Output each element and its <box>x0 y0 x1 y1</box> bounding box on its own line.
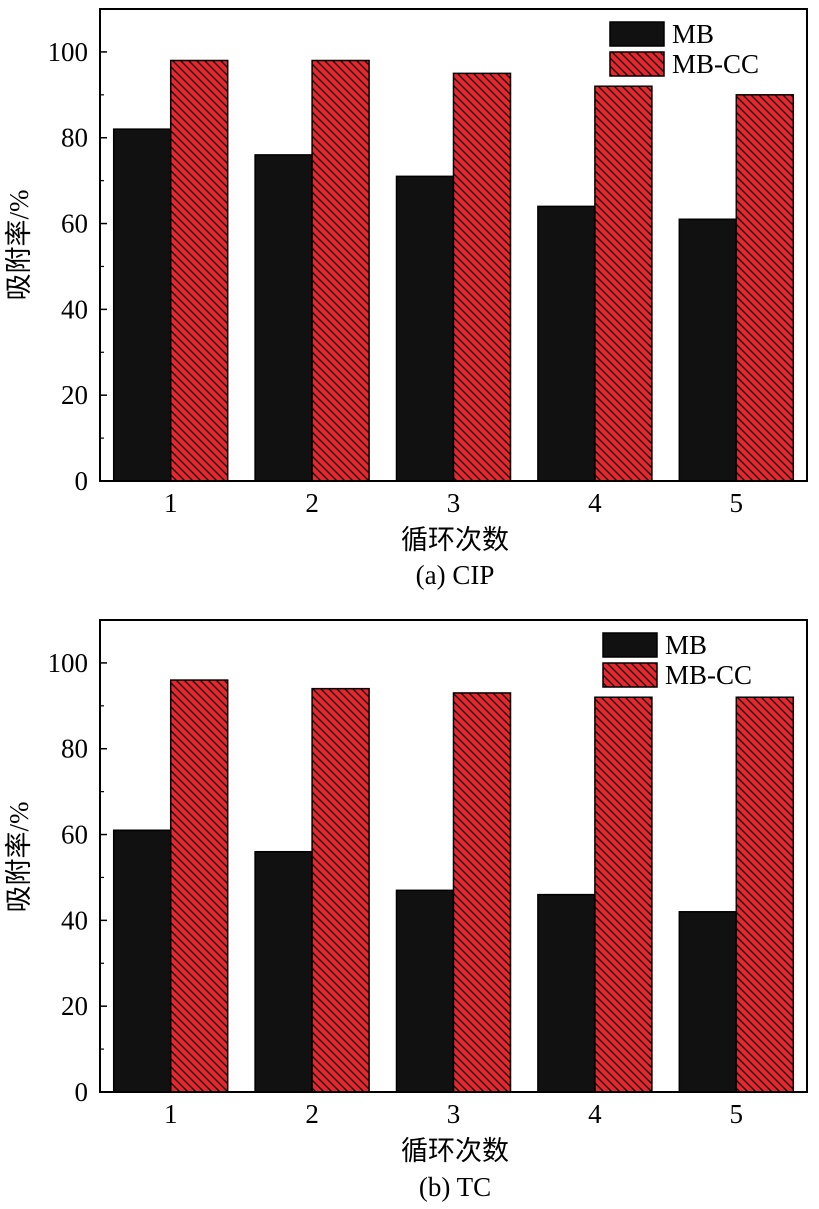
chart-caption: (a) CIP <box>416 560 495 590</box>
y-tick-label: 80 <box>61 123 88 153</box>
bar-mb-cc <box>169 679 229 1093</box>
y-axis-label: 吸附率/% <box>4 802 34 913</box>
y-tick-label: 80 <box>61 734 88 764</box>
y-tick-label: 20 <box>61 991 88 1021</box>
bar-mb <box>395 175 455 482</box>
y-tick-label: 60 <box>61 820 88 850</box>
y-tick-label: 40 <box>61 294 88 324</box>
bar-mb <box>112 128 172 482</box>
x-tick-label: 4 <box>588 1099 602 1129</box>
legend-swatch-mb-cc <box>609 51 665 77</box>
bar-mb <box>112 829 172 1093</box>
bar-mb-cc <box>169 59 229 482</box>
x-tick-label: 3 <box>447 1099 461 1129</box>
bar-mb-cc <box>311 59 370 482</box>
bar-mb-cc <box>594 696 653 1093</box>
plot-frame <box>99 8 808 482</box>
bar-mb <box>678 218 738 482</box>
bar-mb <box>395 889 455 1093</box>
plot-frame <box>99 619 808 1093</box>
bar-mb <box>537 893 596 1093</box>
bar-mb <box>254 154 313 482</box>
x-tick-label: 1 <box>164 1099 178 1129</box>
legend-swatch-mb <box>609 21 665 47</box>
y-tick-label: 20 <box>61 380 88 410</box>
x-axis-label: 循环次数 <box>401 525 509 555</box>
x-tick-label: 2 <box>305 488 319 518</box>
y-tick-label: 100 <box>48 648 89 678</box>
y-tick-label: 40 <box>61 905 88 935</box>
bar-mb <box>254 850 313 1093</box>
legend-label: MB-CC <box>672 49 759 79</box>
x-tick-label: 1 <box>164 488 178 518</box>
bar-mb-cc <box>735 94 795 482</box>
legend-label: MB <box>665 630 707 660</box>
bar-mb-cc <box>452 72 512 482</box>
bar-mb-cc <box>452 692 512 1093</box>
chart-caption: (b) TC <box>419 1172 491 1202</box>
y-tick-label: 0 <box>75 466 89 496</box>
legend-label: MB-CC <box>665 660 752 690</box>
x-tick-label: 2 <box>305 1099 319 1129</box>
x-tick-label: 5 <box>730 488 744 518</box>
x-axis-label: 循环次数 <box>401 1136 509 1166</box>
legend-swatch-mb <box>602 632 658 658</box>
bar-mb-cc <box>311 687 370 1093</box>
x-tick-label: 3 <box>447 488 461 518</box>
bar-mb-cc <box>735 696 795 1093</box>
x-tick-label: 5 <box>730 1099 744 1129</box>
x-tick-label: 4 <box>588 488 602 518</box>
y-tick-label: 100 <box>48 37 89 67</box>
y-axis-label: 吸附率/% <box>4 190 34 301</box>
bar-mb <box>537 205 596 482</box>
y-tick-label: 60 <box>61 209 88 239</box>
bar-mb <box>678 911 738 1093</box>
legend-label: MB <box>672 19 714 49</box>
legend-swatch-mb-cc <box>602 662 658 688</box>
bar-mb-cc <box>594 85 653 482</box>
y-tick-label: 0 <box>75 1077 89 1107</box>
